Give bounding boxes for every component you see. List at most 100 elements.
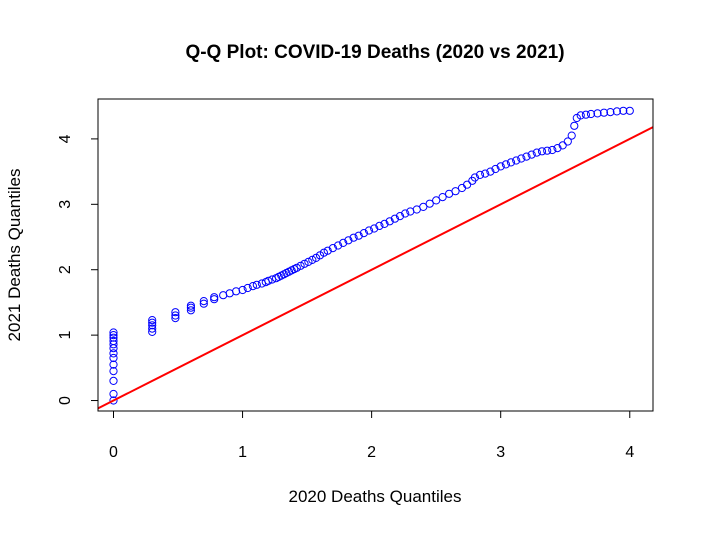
data-point: [370, 224, 379, 233]
data-point: [243, 283, 252, 293]
data-point: [334, 241, 343, 250]
reference-line: [97, 126, 654, 410]
data-point: [109, 360, 118, 369]
data-point: [612, 107, 622, 116]
data-point: [109, 389, 118, 399]
data-point: [463, 180, 472, 189]
plot-box: [97, 98, 654, 412]
y-tick-label: 0: [57, 396, 74, 405]
data-point: [606, 108, 615, 117]
data-point: [199, 299, 208, 308]
data-point: [586, 109, 596, 119]
data-point: [553, 144, 562, 153]
data-point: [537, 147, 547, 156]
data-point: [401, 209, 410, 218]
data-point: [375, 221, 384, 230]
y-tick-label: 3: [57, 200, 74, 209]
data-point: [619, 106, 628, 115]
data-point: [481, 169, 490, 178]
data-point: [354, 231, 363, 240]
data-point: [438, 193, 447, 202]
data-point: [501, 160, 510, 169]
data-point: [486, 167, 495, 176]
x-tick-label: 2: [367, 444, 376, 461]
data-point: [186, 301, 195, 310]
data-point: [109, 328, 118, 337]
data-point: [563, 137, 572, 146]
data-point: [385, 217, 394, 226]
data-point: [210, 293, 219, 302]
y-tick-label: 1: [57, 331, 74, 340]
data-point: [390, 214, 399, 223]
data-point: [292, 263, 301, 272]
x-tick-label: 3: [496, 444, 505, 461]
data-point: [599, 108, 609, 117]
data-point: [304, 257, 313, 266]
data-point: [548, 145, 557, 155]
data-point: [491, 164, 500, 174]
data-point: [475, 170, 485, 179]
data-point: [570, 121, 579, 130]
data-point: [395, 212, 405, 221]
data-point: [364, 226, 374, 235]
x-tick-label: 4: [625, 444, 634, 461]
x-axis-label: 2020 Deaths Quantiles: [289, 487, 462, 506]
data-point: [148, 324, 157, 333]
data-point: [148, 321, 157, 330]
data-point: [252, 280, 261, 289]
data-point: [457, 183, 467, 193]
data-point: [109, 333, 118, 342]
data-point: [109, 349, 118, 358]
data-point: [109, 367, 118, 376]
data-point: [512, 156, 521, 165]
data-point: [186, 303, 195, 312]
data-point: [186, 306, 195, 315]
data-point: [109, 336, 118, 346]
x-tick-label: 1: [238, 444, 247, 461]
data-points: [109, 106, 634, 405]
data-point: [576, 111, 585, 120]
data-point: [109, 396, 118, 405]
data-point: [567, 131, 576, 140]
data-point: [532, 148, 541, 157]
data-point: [593, 109, 602, 118]
data-point: [558, 141, 567, 150]
data-point: [359, 229, 368, 238]
data-point: [109, 353, 118, 363]
data-point: [625, 106, 634, 115]
data-point: [264, 276, 273, 285]
data-point: [543, 146, 552, 155]
data-point: [319, 248, 328, 257]
y-axis-label: 2021 Deaths Quantiles: [5, 169, 24, 342]
data-point: [199, 297, 208, 306]
data-point: [148, 318, 157, 327]
data-point: [109, 340, 118, 349]
data-point: [238, 285, 247, 295]
data-point: [300, 259, 309, 268]
data-point: [248, 282, 257, 291]
data-point: [581, 110, 591, 119]
data-point: [527, 150, 536, 159]
data-point: [328, 244, 337, 253]
data-point: [451, 187, 460, 196]
reference-line-group: [97, 126, 654, 410]
data-point: [109, 376, 118, 385]
data-point: [344, 236, 353, 245]
data-point: [323, 246, 332, 255]
data-point: [109, 331, 118, 340]
data-point: [232, 287, 241, 296]
x-tick-label: 0: [109, 444, 118, 461]
y-axis: 0 1 2 3 4: [57, 134, 99, 405]
data-point: [506, 158, 516, 167]
data-point: [171, 308, 180, 317]
data-point: [339, 238, 348, 247]
data-point: [148, 327, 157, 336]
data-point: [425, 199, 434, 208]
chart-title: Q-Q Plot: COVID-19 Deaths (2020 vs 2021): [185, 42, 564, 63]
data-point: [496, 162, 505, 171]
y-tick-label: 2: [57, 265, 74, 274]
data-point: [171, 314, 180, 323]
data-point: [470, 173, 479, 182]
data-point: [148, 316, 157, 325]
